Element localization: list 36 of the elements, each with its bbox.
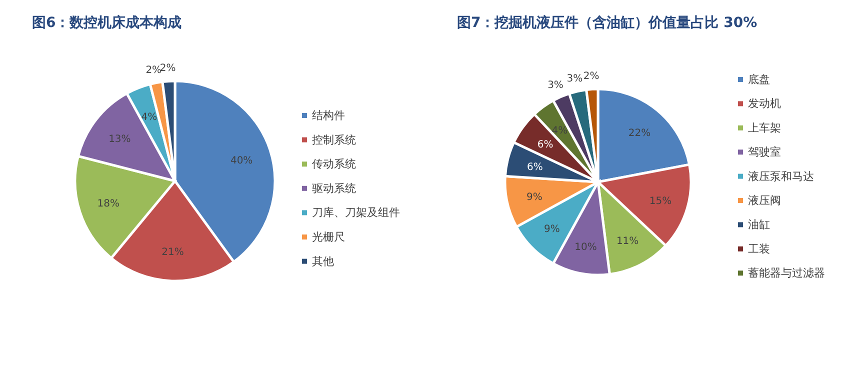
legend-label: 结构件 bbox=[312, 109, 345, 122]
legend-label: 蓄能器与过滤器 bbox=[748, 266, 825, 280]
chart-title: 图7：挖掘机液压件（含油缸）价值量占比 30% bbox=[457, 14, 758, 31]
legend-label: 刀库、刀架及组件 bbox=[312, 206, 400, 220]
legend-label: 液压阀 bbox=[748, 194, 781, 207]
legend-label: 上车架 bbox=[748, 121, 781, 134]
data-label: 4% bbox=[141, 112, 158, 123]
legend-label: 底盘 bbox=[748, 73, 770, 86]
data-label: 18% bbox=[97, 198, 120, 210]
data-label: 2% bbox=[146, 65, 162, 76]
legend-label: 驾驶室 bbox=[748, 146, 781, 159]
chart-title: 图6：数控机床成本构成 bbox=[32, 14, 182, 31]
legend-label: 其他 bbox=[312, 254, 334, 268]
data-label: 10% bbox=[574, 242, 597, 253]
legend-label: 驱动系统 bbox=[312, 182, 356, 195]
data-label: 3% bbox=[566, 74, 583, 85]
data-label: 9% bbox=[544, 224, 560, 236]
legend-label: 光栅尺 bbox=[312, 230, 345, 244]
data-label: 9% bbox=[526, 192, 542, 204]
data-label: 15% bbox=[649, 196, 672, 208]
legend-label: 发动机 bbox=[748, 97, 781, 110]
data-label: 22% bbox=[628, 128, 651, 139]
legend-label: 控制系统 bbox=[312, 133, 356, 146]
legend-label: 油缸 bbox=[748, 218, 770, 232]
data-label: 2% bbox=[160, 63, 176, 74]
data-label: 6% bbox=[537, 140, 554, 151]
legend-label: 工装 bbox=[748, 242, 770, 256]
legend-label: 传动系统 bbox=[312, 158, 356, 171]
data-label: 13% bbox=[108, 134, 131, 146]
data-label: 40% bbox=[230, 155, 253, 166]
data-label: 21% bbox=[162, 246, 184, 258]
data-label: 6% bbox=[527, 162, 543, 173]
data-label: 3% bbox=[548, 80, 564, 91]
legend-label: 液压泵和马达 bbox=[748, 170, 814, 183]
data-label: 11% bbox=[616, 236, 639, 248]
data-label: 2% bbox=[583, 71, 600, 82]
